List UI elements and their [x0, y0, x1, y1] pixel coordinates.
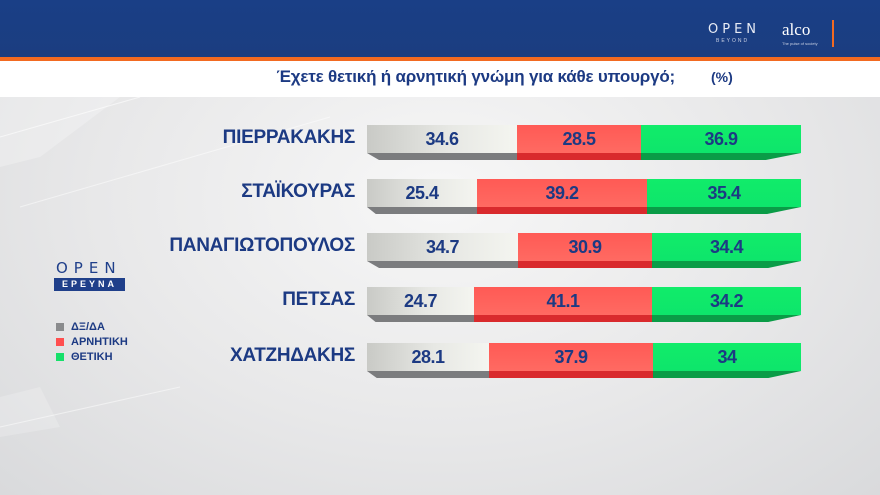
row-label: ΠΙΕΡΡΑΚΑΚΗΣ: [222, 127, 356, 148]
bar-bevel: [367, 261, 518, 268]
bar-value-label: 28.1: [367, 343, 489, 371]
stacked-bar: 34.6 28.5 36.9: [367, 125, 801, 161]
open-ereyna-logo-text: OPEN: [56, 259, 122, 277]
bar-segment-positive: 34.4: [652, 233, 801, 269]
alco-logo-tagline: The pulse of society: [782, 41, 818, 46]
header-bar: [0, 0, 880, 57]
open-logo-text: OPEN: [708, 22, 761, 37]
chart-legend: ΔΞ/ΔΑ ΑΡΝΗΤΙΚΗ ΘΕΤΙΚΗ: [56, 319, 128, 364]
row-label: ΣΤΑΪΚΟΥΡΑΣ: [241, 181, 355, 202]
bar-bevel: [489, 371, 653, 378]
open-beyond-logo: OPEN BEYOND: [708, 22, 768, 52]
chart-row: ΠΙΕΡΡΑΚΑΚΗΣ 34.6 28.5 36.9: [0, 125, 880, 165]
bar-segment-dkna: 25.4: [367, 179, 477, 215]
legend-label: ΑΡΝΗΤΙΚΗ: [71, 335, 128, 348]
bar-value-label: 28.5: [517, 125, 641, 153]
bar-bevel: [641, 153, 801, 160]
legend-item-positive: ΘΕΤΙΚΗ: [56, 349, 128, 364]
bar-segment-positive: 35.4: [647, 179, 801, 215]
bar-bevel: [474, 315, 652, 322]
title-band: [0, 61, 880, 97]
bar-bevel: [517, 153, 641, 160]
bar-value-label: 39.2: [477, 179, 647, 207]
legend-swatch-red: [56, 337, 64, 346]
row-label: ΧΑΤΖΗΔΑΚΗΣ: [230, 345, 355, 366]
row-label: ΠΕΤΣΑΣ: [282, 289, 355, 310]
bar-segment-dkna: 24.7: [367, 287, 474, 323]
bar-bevel: [653, 371, 801, 378]
row-label: ΠΑΝΑΓΙΩΤΟΠΟΥΛΟΣ: [169, 235, 355, 256]
chart-row: ΣΤΑΪΚΟΥΡΑΣ 25.4 39.2 35.4: [0, 179, 880, 219]
bar-value-label: 35.4: [647, 179, 801, 207]
legend-label: ΔΞ/ΔΑ: [71, 320, 105, 333]
bar-bevel: [652, 261, 801, 268]
open-logo-subtext: BEYOND: [716, 38, 750, 44]
bar-value-label: 24.7: [367, 287, 474, 315]
chart-row: ΧΑΤΖΗΔΑΚΗΣ 28.1 37.9 34: [0, 343, 880, 383]
bar-segment-negative: 41.1: [474, 287, 652, 323]
bar-value-label: 30.9: [518, 233, 652, 261]
bar-bevel: [367, 207, 477, 214]
bar-bevel: [367, 153, 517, 160]
bar-segment-positive: 34.2: [652, 287, 801, 323]
alco-logo: alco The pulse of society: [782, 20, 818, 46]
bar-value-label: 34: [653, 343, 801, 371]
bar-segment-dkna: 34.6: [367, 125, 517, 161]
bar-segment-positive: 36.9: [641, 125, 801, 161]
bar-segment-negative: 39.2: [477, 179, 647, 215]
bar-value-label: 36.9: [641, 125, 801, 153]
bar-value-label: 34.7: [367, 233, 518, 261]
stacked-bar: 24.7 41.1 34.2: [367, 287, 801, 323]
bar-value-label: 37.9: [489, 343, 653, 371]
open-ereyna-logo: OPEN ΕΡΕΥΝΑ: [54, 260, 128, 291]
bar-segment-negative: 28.5: [517, 125, 641, 161]
bar-value-label: 34.6: [367, 125, 517, 153]
stacked-bar: 28.1 37.9 34: [367, 343, 801, 379]
chart-unit: (%): [711, 69, 733, 85]
bar-segment-dkna: 28.1: [367, 343, 489, 379]
bar-value-label: 25.4: [367, 179, 477, 207]
legend-swatch-grey: [56, 322, 64, 331]
bar-bevel: [518, 261, 652, 268]
legend-label: ΘΕΤΙΚΗ: [71, 350, 113, 363]
bar-bevel: [652, 315, 801, 322]
bar-segment-negative: 37.9: [489, 343, 653, 379]
bar-segment-negative: 30.9: [518, 233, 652, 269]
alco-logo-text: alco: [782, 20, 811, 39]
bar-segment-positive: 34: [653, 343, 801, 379]
open-ereyna-logo-band: ΕΡΕΥΝΑ: [54, 278, 125, 291]
bar-bevel: [647, 207, 801, 214]
chart-title: Έχετε θετική ή αρνητική γνώμη για κάθε υ…: [276, 67, 675, 86]
legend-item-dkna: ΔΞ/ΔΑ: [56, 319, 128, 334]
stacked-bar: 25.4 39.2 35.4: [367, 179, 801, 215]
stacked-bar: 34.7 30.9 34.4: [367, 233, 801, 269]
chart-row: ΠΕΤΣΑΣ 24.7 41.1 34.2: [0, 287, 880, 327]
legend-item-negative: ΑΡΝΗΤΙΚΗ: [56, 334, 128, 349]
bar-bevel: [477, 207, 647, 214]
bar-value-label: 41.1: [474, 287, 652, 315]
bar-bevel: [367, 315, 474, 322]
bar-value-label: 34.2: [652, 287, 801, 315]
bar-value-label: 34.4: [652, 233, 801, 261]
header-accent-stripe: [0, 57, 880, 61]
chart-row: ΠΑΝΑΓΙΩΤΟΠΟΥΛΟΣ 34.7 30.9 34.4: [0, 233, 880, 273]
bar-bevel: [367, 371, 489, 378]
legend-swatch-green: [56, 352, 64, 361]
logo-divider: [832, 20, 834, 47]
bar-segment-dkna: 34.7: [367, 233, 518, 269]
